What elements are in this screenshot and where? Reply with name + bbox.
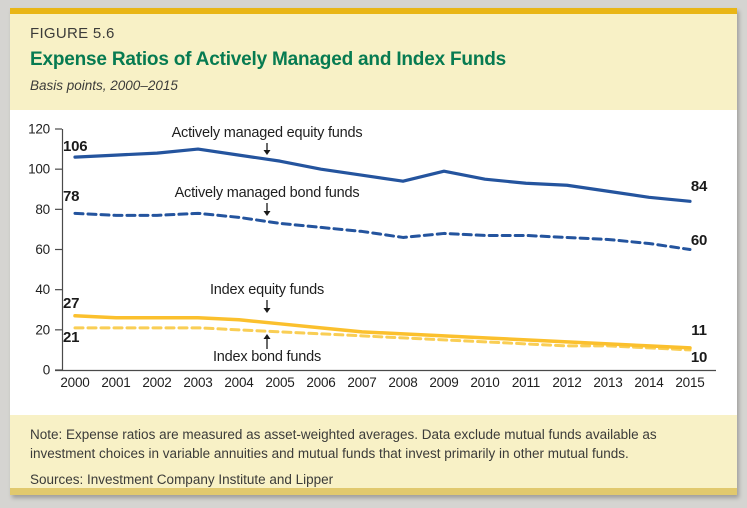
value-label: 11	[691, 322, 706, 339]
arrow-down-icon	[263, 211, 271, 216]
gold-bottom-strip	[10, 488, 737, 495]
x-tick-label: 2010	[470, 375, 499, 390]
value-label: 27	[63, 295, 79, 312]
annotation-label: Index equity funds	[210, 282, 324, 298]
x-tick-label: 2002	[142, 375, 171, 390]
y-tick-label: 20	[35, 322, 50, 337]
y-tick-label: 120	[28, 122, 50, 137]
figure-header: FIGURE 5.6 Expense Ratios of Actively Ma…	[10, 14, 737, 110]
annotation-label: Actively managed equity funds	[172, 125, 363, 141]
y-tick-label: 60	[35, 242, 50, 257]
value-label: 60	[691, 232, 707, 249]
value-label: 10	[691, 349, 707, 366]
x-tick-label: 2001	[101, 375, 130, 390]
value-label: 84	[691, 178, 708, 195]
annotation-label: Index bond funds	[213, 349, 321, 365]
gold-top-bar	[10, 8, 737, 14]
series-line-index-equity-funds	[73, 314, 692, 350]
x-tick-label: 2014	[634, 375, 664, 390]
arrow-down-icon	[263, 150, 271, 155]
figure-title: Expense Ratios of Actively Managed and I…	[30, 49, 507, 70]
note-text: Note: Expense ratios are measured as ass…	[30, 427, 657, 461]
x-tick-label: 2004	[224, 375, 254, 390]
figure-panel: FIGURE 5.6 Expense Ratios of Actively Ma…	[10, 8, 737, 495]
y-tick-label: 0	[43, 363, 50, 378]
y-tick-label: 80	[35, 202, 50, 217]
arrow-down-icon	[263, 308, 271, 313]
sources-text: Sources: Investment Company Institute an…	[30, 471, 334, 487]
figure-label: FIGURE 5.6	[30, 25, 115, 42]
x-tick-label: 2003	[183, 375, 212, 390]
y-tick-label: 100	[28, 162, 50, 177]
arrow-up-icon	[263, 334, 271, 339]
x-tick-label: 2000	[60, 375, 89, 390]
value-label: 78	[63, 188, 79, 205]
x-tick-label: 2005	[265, 375, 294, 390]
value-label: 106	[63, 138, 87, 155]
x-tick-label: 2012	[552, 375, 581, 390]
x-tick-label: 2007	[347, 375, 376, 390]
note-section: Note: Expense ratios are measured as ass…	[10, 415, 737, 488]
annotation-label: Actively managed bond funds	[175, 185, 360, 201]
series-line-actively-managed-bond-funds	[73, 211, 692, 251]
expense-ratio-line-chart: 0 20 40 60 80 100 120 2000 2001 2002 2003 2004 2005 2…	[28, 122, 716, 390]
y-tick-label: 40	[35, 282, 50, 297]
series-line-actively-managed-equity-funds	[73, 147, 692, 203]
series-line-index-bond-funds	[73, 326, 692, 352]
x-tick-label: 2008	[388, 375, 417, 390]
figure-subtitle: Basis points, 2000–2015	[30, 78, 178, 93]
x-tick-label: 2011	[512, 375, 540, 390]
x-tick-label: 2009	[429, 375, 458, 390]
x-tick-label: 2013	[593, 375, 622, 390]
x-tick-label: 2015	[675, 375, 704, 390]
value-label: 21	[63, 329, 79, 346]
chart-section: 0 20 40 60 80 100 120 2000 2001 2002 2003 2004 2005 2…	[10, 110, 737, 415]
x-tick-label: 2006	[306, 375, 335, 390]
